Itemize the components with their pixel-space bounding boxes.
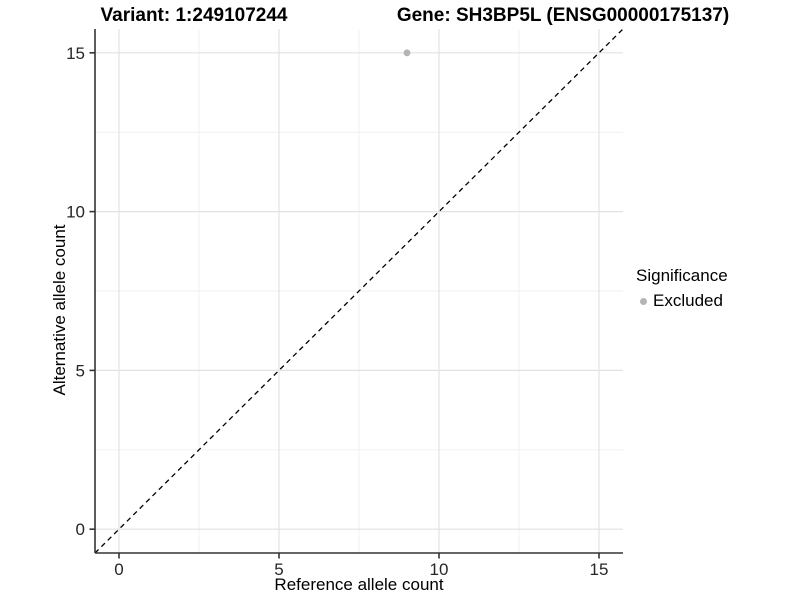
excluded-point-icon bbox=[639, 297, 647, 305]
y-axis-title: Alternative allele count bbox=[50, 224, 69, 396]
x-tick-label: 10 bbox=[430, 560, 449, 579]
y-tick-label: 0 bbox=[76, 520, 85, 539]
legend-title: Significance bbox=[636, 266, 728, 285]
plot-title-gene: Gene: SH3BP5L (ENSG00000175137) bbox=[396, 5, 730, 26]
y-tick-label: 5 bbox=[76, 361, 85, 380]
legend-item-label: Excluded bbox=[653, 291, 723, 310]
legend-key bbox=[636, 294, 650, 308]
x-tick-label: 15 bbox=[590, 560, 609, 579]
x-tick-label: 5 bbox=[274, 560, 283, 579]
y-tick-label: 15 bbox=[66, 44, 85, 63]
identity-dashed-line bbox=[94, 28, 624, 554]
y-tick-label: 10 bbox=[66, 203, 85, 222]
data-point bbox=[403, 49, 411, 57]
plot-title-variant: Variant: 1:249107244 bbox=[100, 5, 288, 26]
legend: Significance Excluded bbox=[636, 266, 728, 311]
x-axis-title: Reference allele count bbox=[274, 575, 444, 594]
legend-item-excluded: Excluded bbox=[636, 291, 728, 311]
x-tick-label: 0 bbox=[114, 560, 123, 579]
